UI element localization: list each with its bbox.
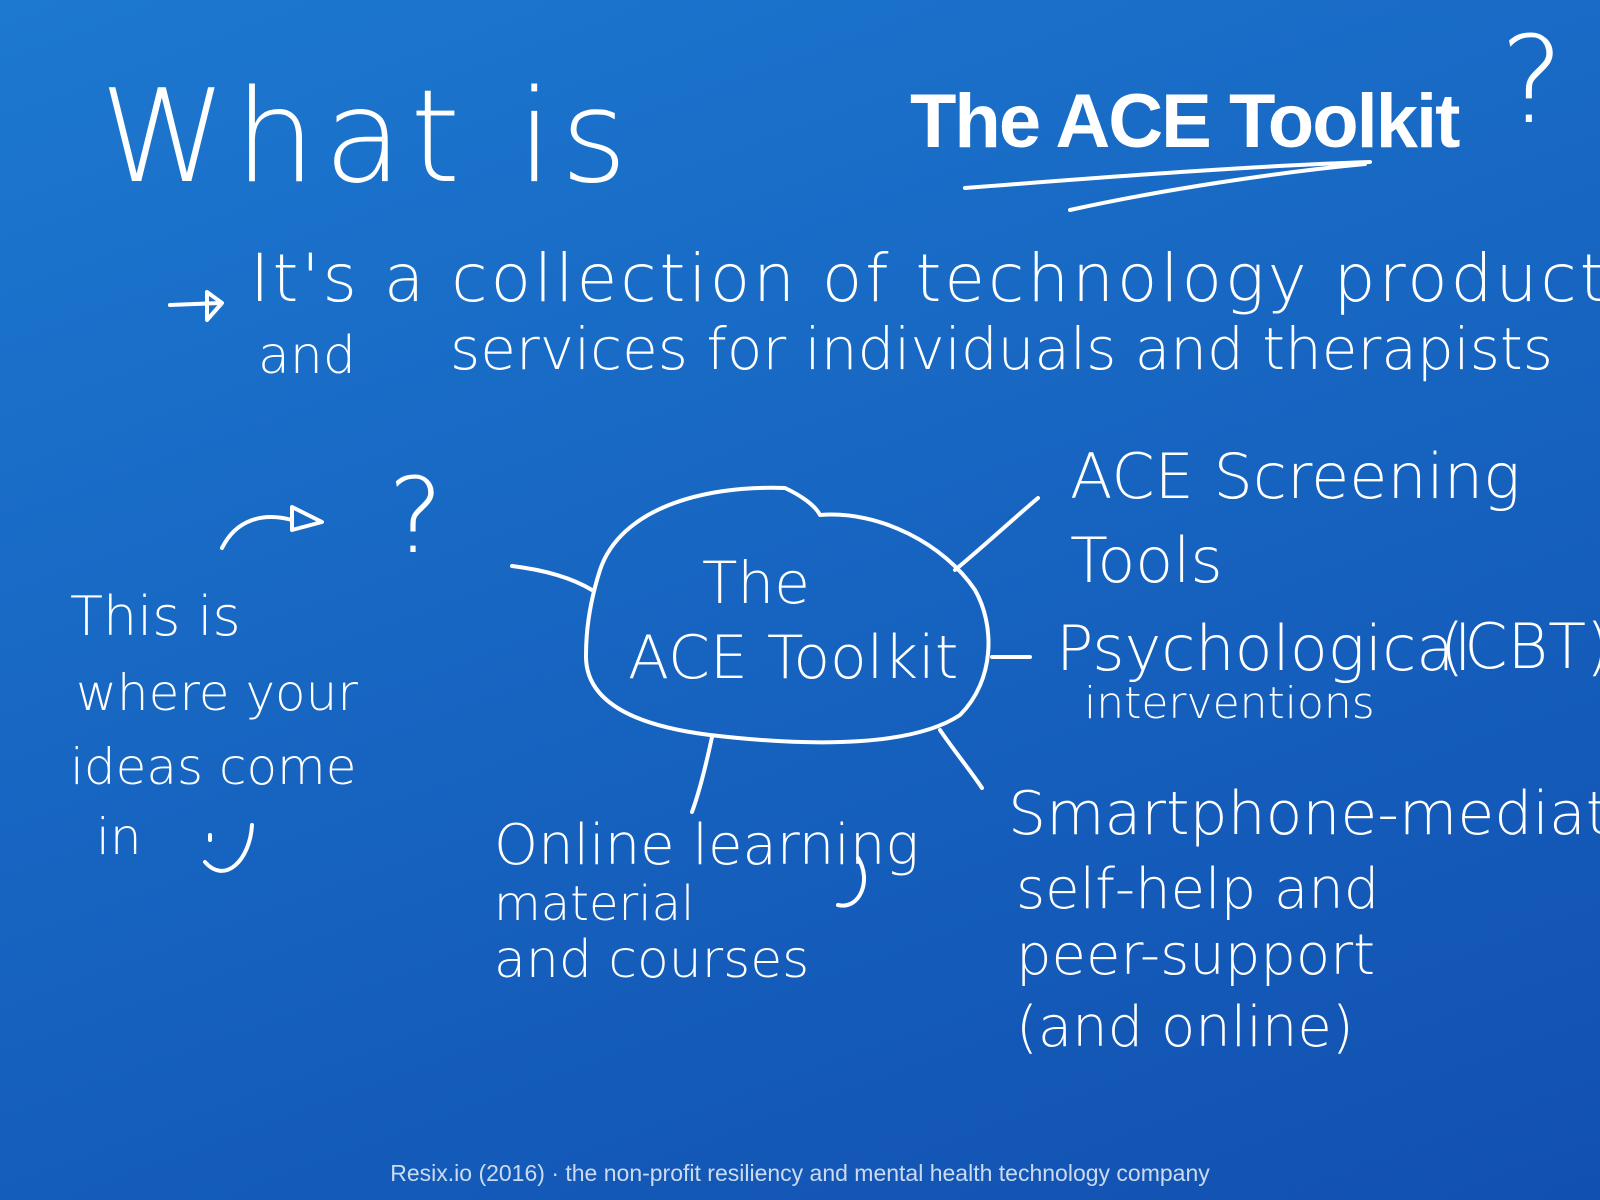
footer-credit: Resix.io (2016) · the non-profit resilie… (390, 1160, 1210, 1186)
center-label-line-1: The (702, 549, 810, 617)
screening-line-1: ACE Screening (1070, 440, 1521, 513)
smartphone-line-3: peer-support (1016, 923, 1376, 988)
smiley-icon (203, 823, 254, 873)
page-title: The ACE Toolkit (910, 79, 1460, 164)
title-underline (963, 160, 1372, 212)
psych-tag-cbt: (CBT) (1440, 610, 1600, 683)
online-line-1: Online learning (494, 813, 919, 878)
connector-left (510, 564, 594, 592)
connector-smartphone (938, 728, 984, 790)
center-label-line-2: ACE Toolkit (628, 623, 959, 693)
connector-online (690, 735, 714, 814)
psych-line-2: interventions (1084, 678, 1375, 729)
left-note-line-4: in (96, 808, 142, 866)
center-blob (583, 485, 991, 745)
curved-arrow-icon (220, 505, 324, 550)
definition-line-2-right: services for individuals and therapists (450, 315, 1553, 383)
smartphone-line-1: Smartphone-mediated (1008, 779, 1600, 849)
psych-line-1: Psychological (1056, 612, 1472, 685)
smartphone-line-4: (and online) (1016, 995, 1354, 1060)
what-is-heading: What is (100, 63, 636, 212)
learning-hook (836, 856, 866, 908)
title-question-mark: ? (1500, 12, 1564, 151)
left-note-line-3: ideas come (70, 738, 357, 796)
definition-line-2-left: and (258, 326, 356, 386)
left-note-line-1: This is (70, 585, 241, 648)
connector-screening (953, 496, 1040, 572)
definition-arrow-icon (168, 290, 224, 322)
left-note-question-mark: ? (388, 455, 444, 577)
online-line-3: and courses (494, 930, 810, 990)
screening-line-2: Tools (1070, 524, 1223, 597)
definition-line-1: It's a collection of technology products (250, 240, 1600, 317)
online-line-2: material (494, 876, 695, 932)
smartphone-line-2: self-help and (1016, 857, 1380, 922)
left-note-line-2: where your (76, 664, 358, 722)
